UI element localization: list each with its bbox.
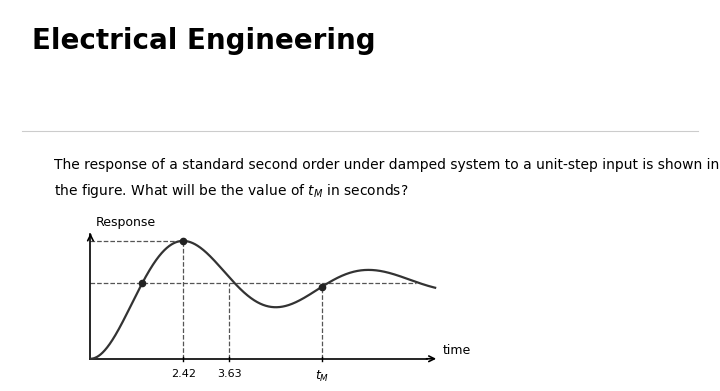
Text: 3.63: 3.63 (217, 369, 242, 378)
Text: Electrical Engineering: Electrical Engineering (32, 27, 376, 56)
Text: Response: Response (96, 216, 156, 229)
Text: the figure. What will be the value of $t_M$ in seconds?: the figure. What will be the value of $t… (54, 182, 408, 200)
Text: time: time (443, 344, 471, 357)
Text: The response of a standard second order under damped system to a unit-step input: The response of a standard second order … (54, 158, 719, 172)
Text: $t_M$: $t_M$ (315, 369, 329, 384)
Text: 2.42: 2.42 (171, 369, 196, 378)
